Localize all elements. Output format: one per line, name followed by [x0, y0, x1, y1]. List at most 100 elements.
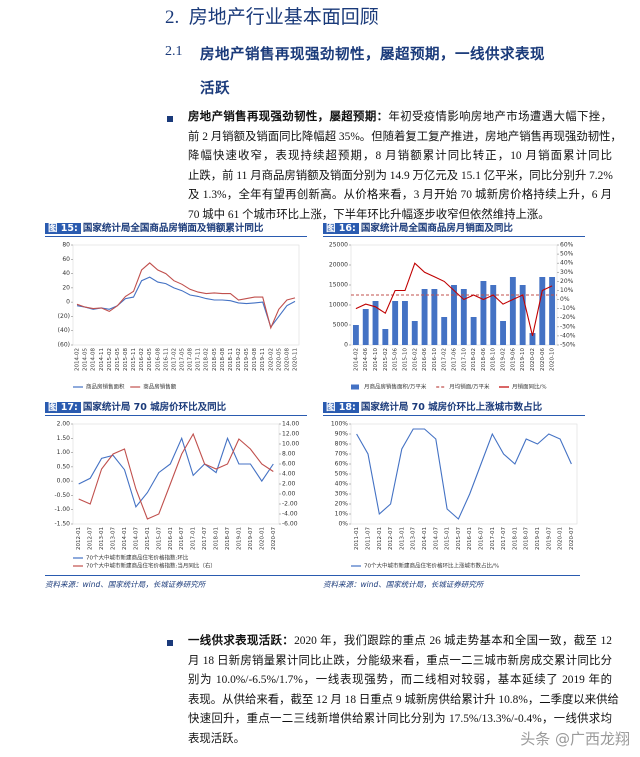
y-tick-label: 2.00 — [57, 421, 71, 428]
x-tick-label: 2017-02 — [442, 348, 448, 371]
subsection-heading: 活跃 — [200, 81, 230, 97]
y2-tick-label: 10% — [560, 287, 574, 294]
x-tick-label: 2012-01 — [76, 527, 82, 550]
y2-tick-label: -4.00 — [282, 511, 298, 518]
x-tick-label: 2018-06 — [481, 348, 487, 371]
x-tick-label: 2019-02 — [501, 348, 507, 371]
y2-tick-label: 20% — [560, 278, 574, 285]
text: 前 2 月销额及销面同比降幅超 35%。但随着复工复产推进，房地产销售再现强劲韧… — [188, 130, 622, 143]
y-tick-label: 90% — [335, 431, 349, 438]
plot-frame — [72, 423, 280, 525]
y-tick-label: 0.50 — [57, 463, 71, 470]
x-tick-label: 2018-10 — [491, 348, 497, 371]
x-tick-label: 2018-02 — [204, 348, 210, 371]
chart: 0 5000 10000 15000 20000 25000 60% 50% 40% 30% 20%… — [329, 242, 576, 391]
y-tick-label: 70% — [335, 451, 349, 458]
y-tick-label: 0 — [66, 299, 70, 306]
text-line: 表现活跃。 — [188, 730, 612, 750]
y-tick-label: 10000 — [329, 302, 348, 309]
subsection-heading: 房地产销售再现强劲韧性，屡超预期，一线供求表现 — [200, 47, 545, 63]
figure-title-text: 国家统计局 70 城房价环比上涨城市数占比 — [360, 402, 543, 413]
y2-tick-label: 30% — [560, 269, 574, 276]
x-tick-label: 2020-02 — [530, 348, 536, 371]
x-tick-label: 2020-07 — [569, 527, 575, 550]
bar — [392, 301, 399, 345]
bar — [500, 321, 506, 345]
y2-tick-label: -2.00 — [282, 501, 298, 508]
lead-text: 一线供求表现活跃： — [188, 635, 295, 647]
x-tick-label: 2017-10 — [461, 348, 467, 371]
y-tick-label: (20) — [58, 313, 70, 320]
x-tick-label: 2016-10 — [432, 348, 438, 371]
y-tick-label: 1.50 — [57, 435, 71, 442]
x-tick-label: 2019-05 — [244, 348, 250, 371]
y-tick-label: (40) — [58, 327, 70, 334]
x-tick-label: 2018-02 — [471, 348, 477, 371]
y2-tick-label: -6.00 — [282, 521, 298, 528]
y-tick-label: 20 — [62, 284, 70, 291]
figure-label: 图 17: — [45, 402, 81, 413]
x-tick-label: 2020-02 — [268, 348, 274, 371]
line-series — [78, 436, 274, 509]
y-tick-label: -0.50 — [54, 492, 70, 499]
text-line: 别为 10.0%/-6.5%/1.7%，一线表现强势，而二线相对较弱，基本延续了… — [188, 671, 612, 691]
y-tick-label: 100% — [331, 421, 348, 428]
y-tick-label: 0.00 — [57, 478, 71, 485]
x-tick-label: 2019-01 — [236, 527, 242, 550]
lead-text: 房地产销售再现强劲韧性，屡超预期： — [188, 111, 389, 123]
x-tick-label: 2013-07 — [411, 527, 417, 550]
x-tick-label: 2015-02 — [107, 348, 113, 371]
x-tick-label: 2015-06 — [393, 348, 399, 371]
legend-label: 70个大中城市新建商品住宅价格指数:环比 — [86, 554, 189, 562]
y-tick-label: 25000 — [329, 242, 348, 249]
x-tick-label: 2014-07 — [433, 527, 439, 550]
x-tick-label: 2011-01 — [354, 527, 360, 550]
legend-label: 70个大中城市新建商品住宅价格指数:当月同比（右） — [86, 562, 216, 570]
y2-tick-label: 40% — [560, 260, 574, 267]
y-tick-label: 1.00 — [57, 449, 71, 456]
x-tick-label: 2012-07 — [388, 527, 394, 550]
line-series — [76, 276, 296, 329]
x-tick-label: 2014-07 — [133, 527, 139, 550]
x-tick-label: 2018-07 — [524, 527, 530, 550]
y2-tick-label: 0% — [560, 296, 570, 303]
x-tick-label: 2017-07 — [501, 527, 507, 550]
y2-tick-label: 6.00 — [282, 461, 296, 468]
y2-tick-label: 60% — [560, 242, 574, 249]
text: 70 城中 61 个城市环比上涨，下半年环比升幅逐步收窄但依然维持上涨。 — [188, 208, 550, 221]
bar — [460, 289, 467, 345]
x-tick-label: 2013-01 — [399, 527, 405, 550]
bar — [431, 289, 438, 345]
text: 及 1.3%，全年有望再创新高。从价格来看，3 月开始 70 城新房价格持续上升… — [188, 189, 612, 201]
x-tick-label: 2019-07 — [546, 527, 552, 550]
legend-label: 70个大中城市新建商品住宅价格环比上涨城市数占比/% — [364, 562, 499, 570]
y2-tick-label: -10% — [560, 305, 576, 312]
bar — [411, 321, 418, 345]
x-tick-label: 2017-06 — [452, 348, 458, 371]
text-line: 一线供求表现活跃：2020 年，我们跟踪的重点 26 城走势基本和全国一致，截至… — [188, 632, 612, 652]
text-line: 止跌，前 11 月商品房销额及销面分别为 14.9 万亿元及 15.1 亿平米，… — [188, 167, 613, 187]
x-tick-label: 2016-02 — [139, 348, 145, 371]
x-tick-label: 2016-07 — [179, 527, 185, 550]
x-tick-label: 2016-05 — [147, 348, 153, 371]
x-tick-label: 2016-01 — [467, 527, 473, 550]
x-tick-label: 2014-02 — [75, 348, 81, 371]
divider — [45, 575, 580, 576]
source-note: 资料来源：wind、国家统计局，长城证券研究所 — [45, 580, 206, 589]
y2-tick-label: 0.00 — [282, 491, 296, 498]
x-tick-label: 2018-01 — [512, 527, 518, 550]
x-tick-label: 2014-06 — [363, 348, 369, 371]
x-tick-label: 2016-06 — [422, 348, 428, 371]
y-tick-label: -1.50 — [54, 521, 70, 528]
figure-label: 图 18: — [323, 402, 359, 413]
bar — [539, 277, 546, 345]
y2-tick-label: -30% — [560, 323, 576, 330]
y2-tick-label: -20% — [560, 314, 576, 321]
x-tick-label: 2015-07 — [456, 527, 462, 550]
y-tick-label: 15000 — [329, 282, 348, 289]
x-tick-label: 2015-11 — [131, 348, 137, 371]
text-line: 及 1.3%，全年有望再创新高。从价格来看，3 月开始 70 城新房价格持续上升… — [188, 186, 612, 206]
y2-tick-label: 14.00 — [282, 421, 299, 428]
figure-label: 图 16: — [323, 223, 359, 234]
